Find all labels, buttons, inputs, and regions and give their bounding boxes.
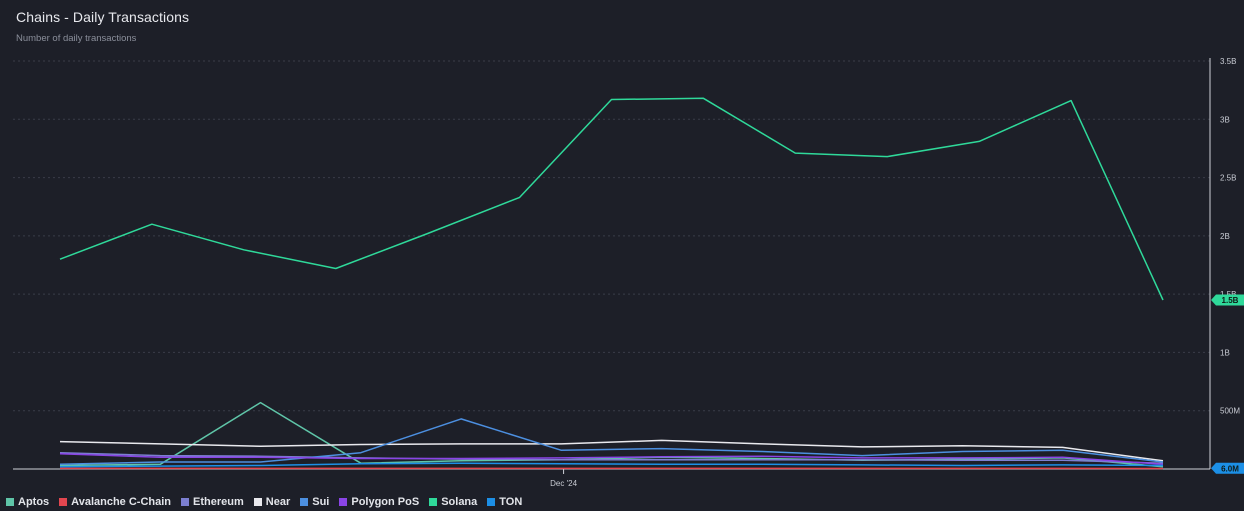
- chart-title: Chains - Daily Transactions: [16, 9, 190, 25]
- series-line-near: [59, 439, 1164, 462]
- legend-item-ton[interactable]: TON: [487, 496, 522, 508]
- legend-item-near[interactable]: Near: [253, 496, 291, 508]
- last-value-badge-label: 6.0M: [1221, 464, 1239, 473]
- chart-legend: Aptos Avalanche C-Chain Ethereum Near Sui Pol…: [6, 496, 522, 508]
- legend-label: Solana: [441, 496, 478, 508]
- legend-swatch: [6, 498, 14, 506]
- y-tick-label: 500M: [1220, 407, 1240, 416]
- legend-swatch: [181, 498, 190, 506]
- legend-item-solana[interactable]: Solana: [429, 496, 477, 508]
- series-line-sui: [59, 418, 1164, 466]
- legend-swatch: [339, 498, 348, 506]
- last-value-badge-label: 1.5B: [1222, 296, 1239, 305]
- series-line-solana: [59, 97, 1164, 301]
- series-line-aptos: [59, 401, 1164, 468]
- series-line-ethereum: [59, 451, 1164, 464]
- legend-label: Aptos: [18, 496, 50, 508]
- legend-label: Avalanche C-Chain: [71, 496, 172, 508]
- legend-item-ethereum[interactable]: Ethereum: [181, 496, 244, 508]
- last-value-badge-solana: 1.5B: [1211, 294, 1244, 306]
- legend-item-polygon-pos[interactable]: Polygon PoS: [339, 496, 419, 508]
- y-tick-label: 2B: [1220, 232, 1230, 241]
- series-line-polygon-pos: [59, 453, 1164, 466]
- legend-item-avalanche-c-chain[interactable]: Avalanche C-Chain: [59, 496, 171, 508]
- x-tick-label: Dec '24: [550, 479, 577, 488]
- legend-swatch: [487, 498, 496, 506]
- legend-label: Polygon PoS: [351, 496, 420, 508]
- y-tick-label: 3.5B: [1220, 57, 1236, 66]
- y-tick-label: 3B: [1220, 115, 1230, 124]
- y-tick-label: 1B: [1220, 348, 1230, 357]
- legend-label: Near: [265, 496, 291, 508]
- y-tick-label: 2.5B: [1220, 174, 1236, 183]
- last-value-badge-ton: 6.0M: [1211, 462, 1244, 474]
- legend-label: Ethereum: [193, 496, 244, 508]
- chart-subtitle: Number of daily transactions: [16, 33, 137, 44]
- legend-label: TON: [499, 496, 523, 508]
- legend-item-aptos[interactable]: Aptos: [6, 496, 49, 508]
- legend-swatch: [429, 498, 438, 506]
- legend-swatch: [300, 498, 309, 506]
- legend-swatch: [59, 498, 68, 506]
- legend-label: Sui: [312, 496, 330, 508]
- series-line-ton: [59, 462, 1164, 468]
- legend-item-sui[interactable]: Sui: [300, 496, 329, 508]
- legend-swatch: [253, 498, 262, 506]
